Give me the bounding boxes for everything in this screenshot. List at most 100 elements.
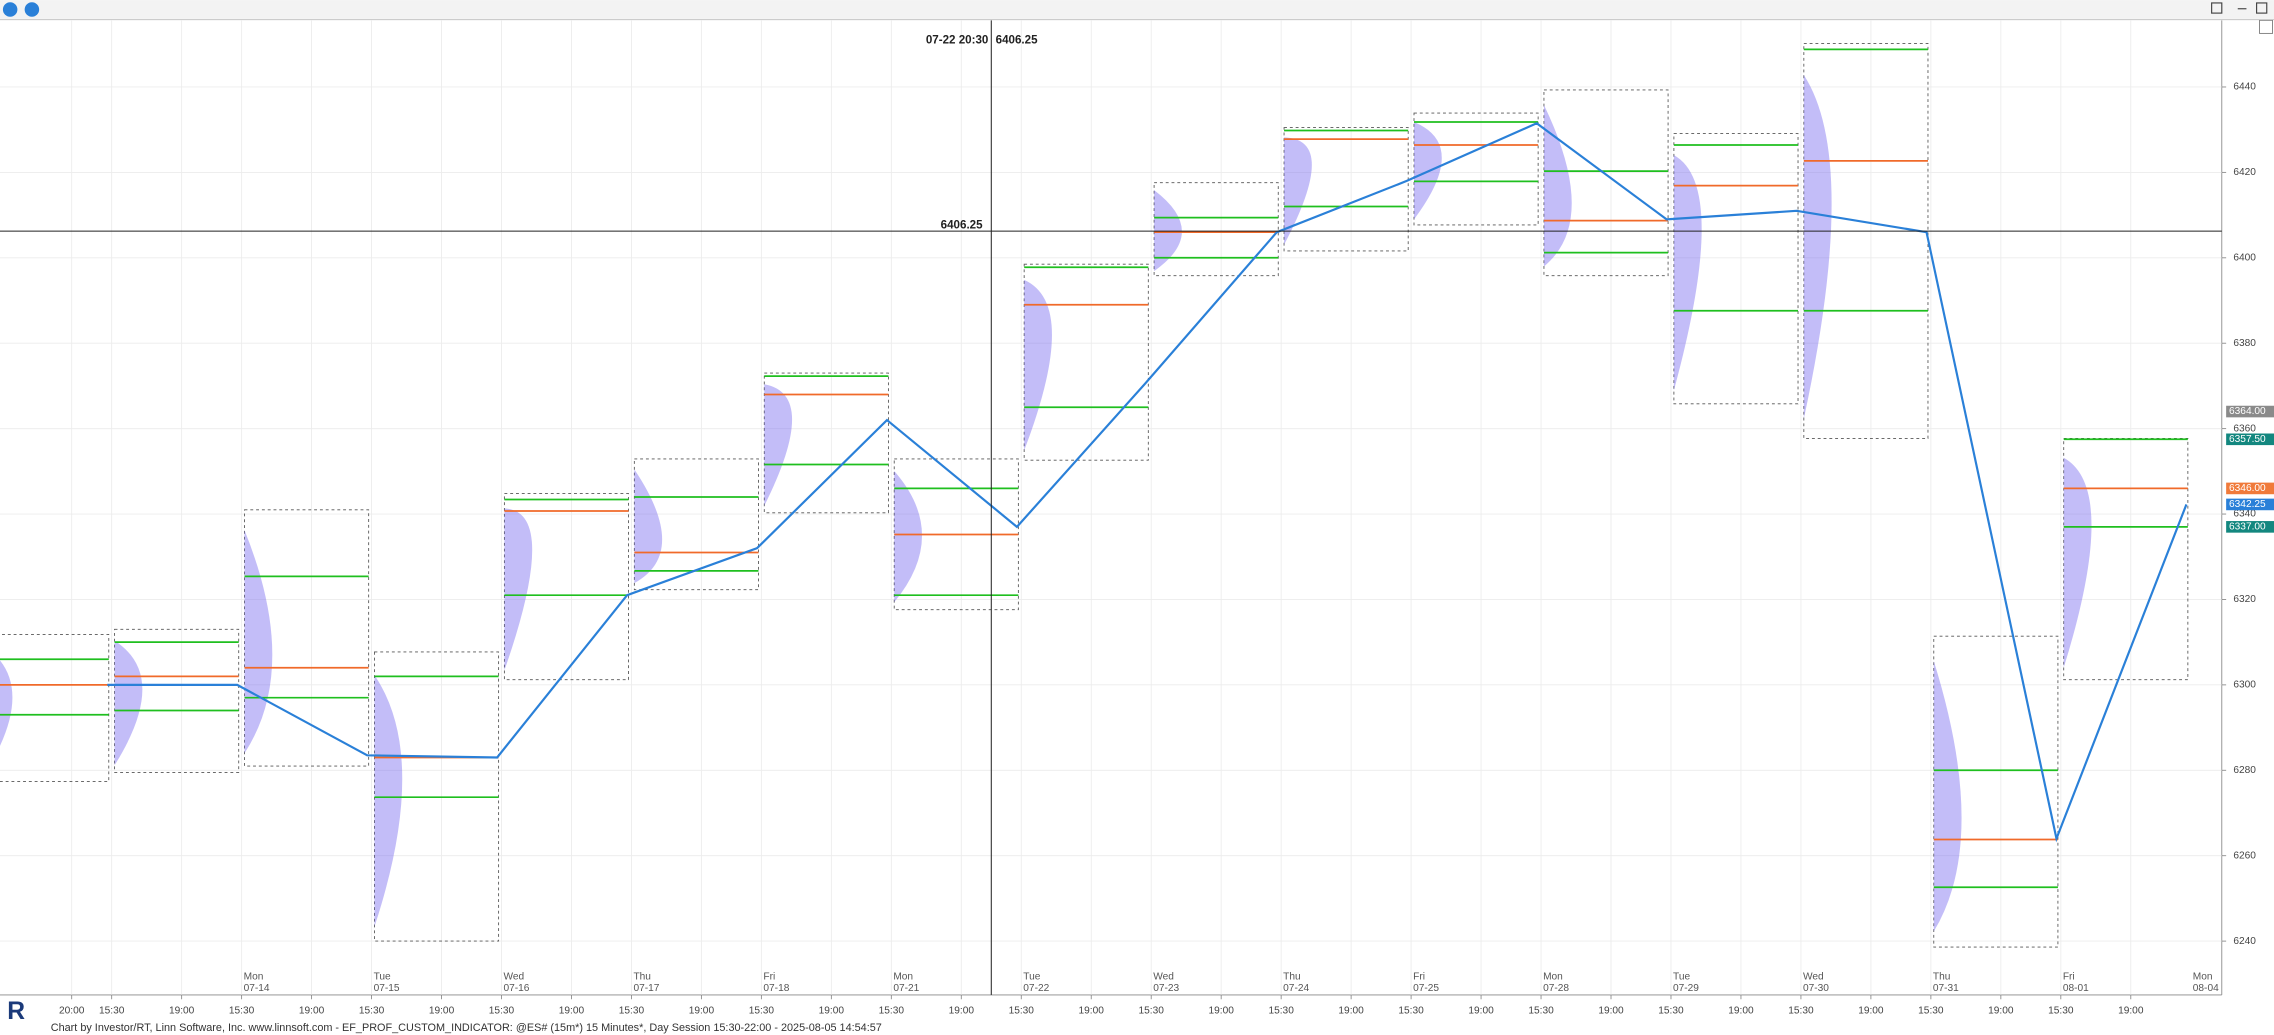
vwap-line	[107, 122, 2188, 843]
volume-profile	[114, 640, 143, 766]
session-range	[1933, 635, 2059, 948]
date-label: 07-23	[1153, 983, 1179, 994]
volume-profile	[634, 469, 663, 584]
x-tick-label: 19:00	[2118, 1006, 2144, 1017]
date-label: 07-21	[893, 983, 919, 994]
day-label: Fri	[763, 971, 775, 982]
x-tick-label: 19:00	[949, 1006, 975, 1017]
footer: Chart by Investor/RT, Linn Software, Inc…	[51, 1022, 882, 1034]
x-tick-label: 19:00	[169, 1006, 195, 1017]
logo: R	[7, 998, 25, 1025]
toolbar-icon[interactable]	[24, 2, 40, 17]
session-range	[763, 372, 889, 514]
date-label: 08-01	[2063, 983, 2089, 994]
volume-profile	[1933, 661, 1962, 932]
day-label: Thu	[1283, 971, 1300, 982]
toolbar	[0, 0, 2274, 19]
date-label: 07-18	[763, 983, 789, 994]
date-label: 07-29	[1673, 983, 1699, 994]
x-tick-label: 15:30	[1268, 1006, 1294, 1017]
volume-profile	[1543, 104, 1572, 267]
y-tick-label: 6440	[2233, 82, 2256, 93]
date-label: 07-25	[1413, 983, 1439, 994]
x-tick-label: 19:00	[1728, 1006, 1754, 1017]
toolbar-icon[interactable]	[2, 2, 18, 17]
date-label: 08-04	[2193, 983, 2219, 994]
x-tick-label: 19:00	[1468, 1006, 1494, 1017]
x-tick-label: 19:00	[1338, 1006, 1364, 1017]
x-tick-label: 19:00	[1598, 1006, 1624, 1017]
y-tick-label: 6340	[2233, 509, 2256, 520]
y-tick-label: 6280	[2233, 765, 2256, 776]
volume-profile	[1803, 75, 1832, 419]
day-label: Wed	[1803, 971, 1824, 982]
price-tag-label: 6364.00	[2229, 406, 2266, 417]
session-range	[1023, 263, 1149, 461]
price-tag	[2226, 498, 2274, 511]
window-maximize[interactable]	[2256, 2, 2268, 14]
x-tick-label: 19:00	[1988, 1006, 2014, 1017]
date-label: 07-17	[633, 983, 659, 994]
x-tick-label: 19:00	[689, 1006, 715, 1017]
autoscale-button[interactable]	[2259, 19, 2273, 34]
logo-mark: R	[7, 998, 25, 1025]
volume-profile	[764, 384, 793, 506]
y-tick-label: 6360	[2233, 423, 2256, 434]
price-tag	[2226, 521, 2274, 533]
day-label: Thu	[633, 971, 650, 982]
price-tag-label: 6337.00	[2229, 522, 2266, 533]
volume-profile	[504, 508, 533, 671]
volume-profile	[894, 471, 923, 603]
price-tag-label: 6346.00	[2229, 483, 2266, 494]
x-tick-label: 15:30	[749, 1006, 775, 1017]
x-tick-label: 19:00	[1079, 1006, 1105, 1017]
price-tag	[2226, 482, 2274, 495]
day-label: Wed	[504, 971, 525, 982]
x-tick-label: 19:00	[1208, 1006, 1234, 1017]
date-label: 07-30	[1803, 983, 1829, 994]
session-range	[374, 651, 500, 942]
day-label: Thu	[1933, 971, 1950, 982]
y-tick-label: 6300	[2233, 680, 2256, 691]
x-tick-label: 19:00	[819, 1006, 845, 1017]
session-range	[1153, 182, 1279, 277]
session-range	[1543, 89, 1669, 277]
y-tick-label: 6400	[2233, 252, 2256, 263]
window-restore[interactable]	[2211, 2, 2223, 14]
crosshair-price: 6406.25	[996, 34, 1038, 47]
crosshair-time: 07-22 20:30	[926, 34, 989, 47]
date-label: 07-16	[504, 983, 530, 994]
x-tick-label: 15:30	[489, 1006, 515, 1017]
x-tick-label: 15:30	[619, 1006, 645, 1017]
session-range	[2063, 438, 2189, 681]
date-label: 07-24	[1283, 983, 1309, 994]
x-tick-label: 19:00	[559, 1006, 585, 1017]
x-tick-label: 20:00	[59, 1006, 85, 1017]
x-tick-label: 15:30	[359, 1006, 385, 1017]
plot-area	[0, 20, 2222, 995]
x-tick-label: 19:00	[429, 1006, 455, 1017]
date-label: 07-28	[1543, 983, 1569, 994]
session-range	[1283, 127, 1409, 252]
x-tick-label: 15:30	[99, 1006, 125, 1017]
x-tick-label: 19:00	[299, 1006, 325, 1017]
day-label: Fri	[2063, 971, 2075, 982]
x-tick-label: 15:30	[1528, 1006, 1554, 1017]
price-tag	[2226, 433, 2274, 446]
x-tick-label: 15:30	[1139, 1006, 1165, 1017]
date-label: 07-14	[244, 983, 270, 994]
volume-profile	[2063, 457, 2092, 668]
session-range	[0, 634, 110, 782]
x-tick-label: 19:00	[1858, 1006, 1884, 1017]
x-tick-label: 15:30	[1918, 1006, 1944, 1017]
date-label: 07-22	[1023, 983, 1049, 994]
price-tag-label: 6357.50	[2229, 434, 2266, 445]
day-label: Mon	[893, 971, 913, 982]
x-tick-label: 15:30	[1398, 1006, 1424, 1017]
crosshair-price-left: 6406.25	[941, 218, 983, 231]
date-label: 07-15	[374, 983, 400, 994]
session-range	[503, 493, 629, 681]
volume-profile	[244, 530, 273, 754]
session-range	[244, 509, 370, 767]
